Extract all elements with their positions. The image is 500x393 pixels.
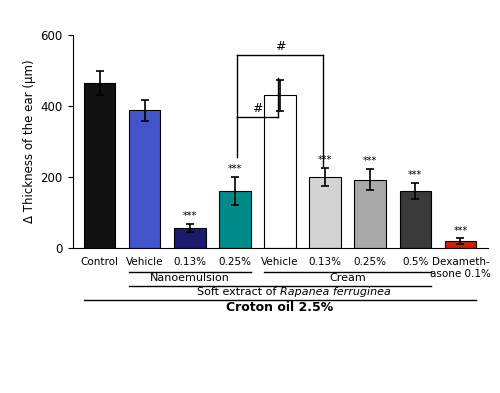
Text: ***: *** — [363, 156, 378, 166]
Text: Croton oil 2.5%: Croton oil 2.5% — [226, 301, 334, 314]
Bar — [129, 110, 160, 248]
Text: Rapanea ferruginea: Rapanea ferruginea — [280, 287, 391, 297]
Text: ***: *** — [318, 155, 332, 165]
Text: #: # — [252, 102, 262, 115]
Text: ***: *** — [182, 211, 197, 221]
Text: Nanoemulsion: Nanoemulsion — [150, 273, 230, 283]
Bar — [400, 191, 431, 248]
Bar — [84, 83, 116, 248]
Text: ***: *** — [454, 226, 468, 235]
Text: ***: *** — [228, 164, 242, 174]
Text: #: # — [275, 40, 285, 53]
Bar — [174, 228, 206, 248]
Bar — [219, 191, 250, 248]
Bar — [310, 177, 341, 248]
Text: Cream: Cream — [330, 273, 366, 283]
Bar — [444, 241, 476, 248]
Y-axis label: Δ Thickness of the ear (µm): Δ Thickness of the ear (µm) — [24, 60, 36, 223]
Text: ***: *** — [408, 171, 422, 180]
Bar — [264, 95, 296, 248]
Text: Soft extract of: Soft extract of — [197, 287, 280, 297]
Bar — [354, 180, 386, 248]
